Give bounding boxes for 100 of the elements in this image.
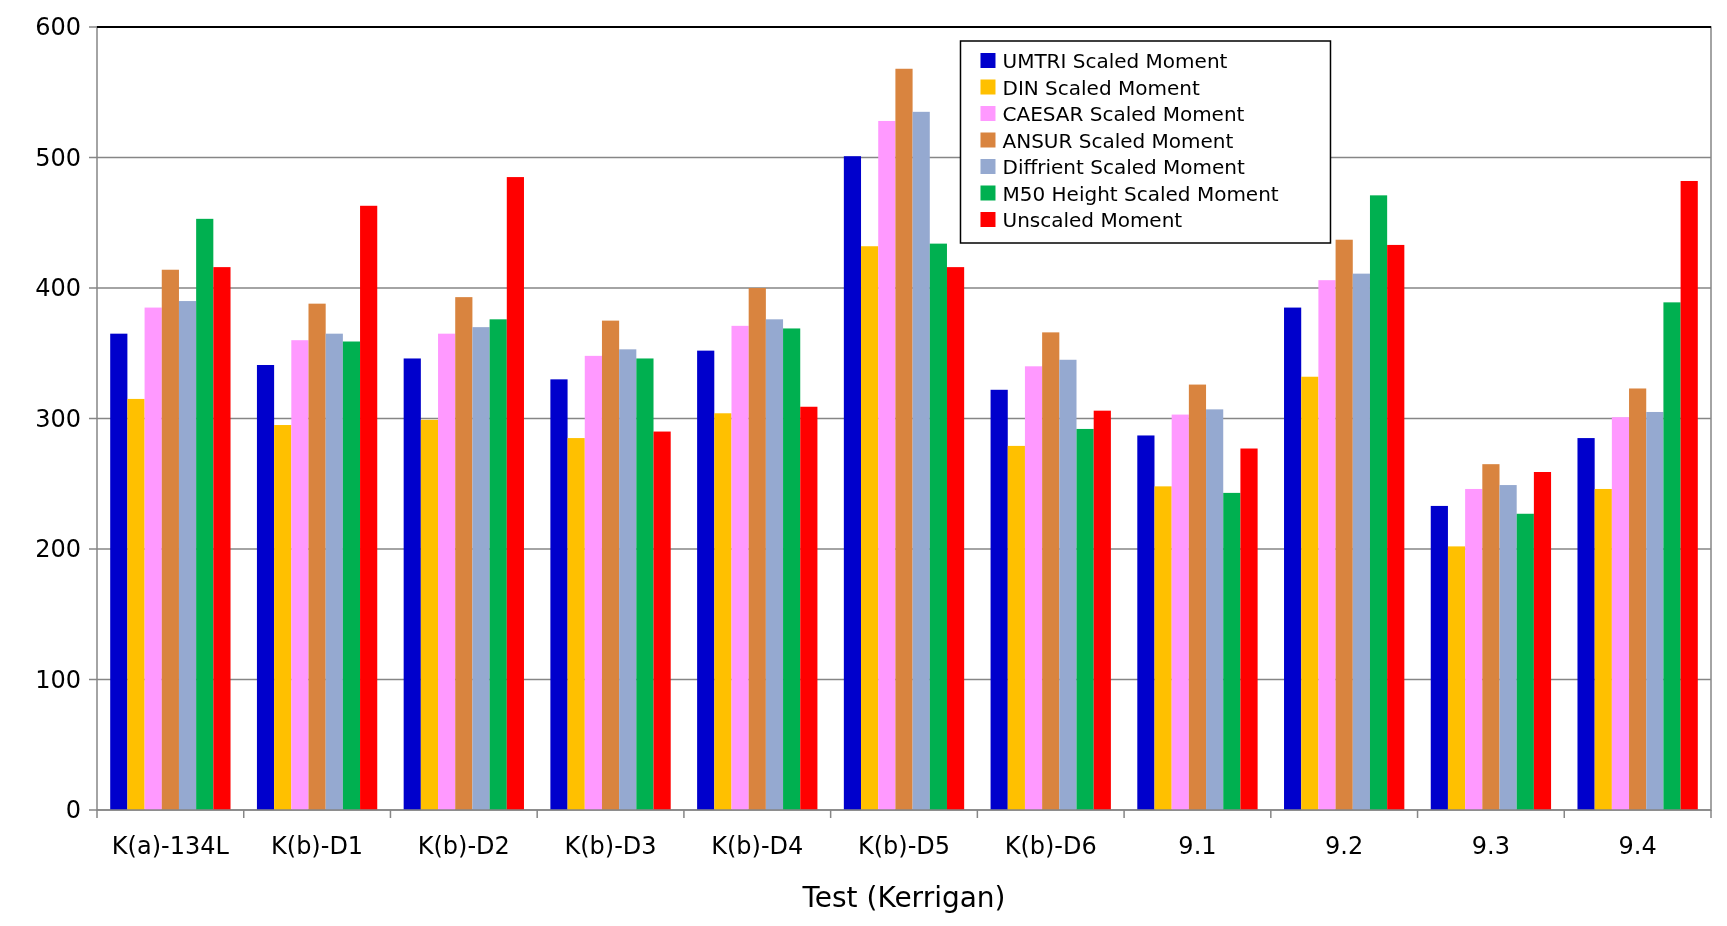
bar [1137,435,1155,810]
bar [601,320,620,810]
bar [489,319,507,810]
x-axis-title: Test (Kerrigan) [801,881,1006,914]
bar [697,350,715,810]
x-tick-label: 9.2 [1325,832,1364,860]
bar [800,406,818,810]
x-tick-label: K(b)-D3 [564,832,657,860]
bar [584,355,602,810]
bar [325,333,343,810]
legend-label: CAESAR Scaled Moment [1002,102,1245,126]
bar [1188,384,1207,810]
bar [1206,409,1224,810]
bar [110,333,128,810]
bar [403,358,421,810]
bar [731,325,749,810]
bar [1318,280,1336,810]
bar [274,425,292,810]
legend-label: DIN Scaled Moment [1002,75,1200,100]
bar [1223,492,1241,810]
bar [1024,366,1043,810]
y-tick-label: 600 [35,13,81,42]
bar [178,301,197,810]
y-tick-label: 500 [35,143,81,172]
y-tick-label: 0 [65,796,81,825]
bar [1076,428,1094,810]
x-tick-label: 9.4 [1618,832,1657,860]
bar [420,419,439,810]
bar [1240,448,1258,810]
bar [912,111,930,810]
bar [567,438,585,810]
x-tick-label: K(b)-D6 [1004,832,1097,860]
bar [1369,195,1388,810]
bar [1663,302,1681,810]
bar [653,431,671,810]
bar [1171,414,1189,810]
bar [1335,239,1353,810]
y-tick-label: 400 [35,274,81,303]
bar [1482,464,1500,810]
bar [455,297,473,810]
bar [946,267,965,810]
bar [878,120,896,810]
bar [308,303,326,810]
bar [929,243,947,810]
x-tick-label: 9.1 [1178,832,1217,860]
y-tick-label: 100 [35,665,81,694]
bar [1284,307,1302,810]
bar [1352,273,1370,810]
bar [1387,244,1405,810]
bar [291,340,309,810]
x-tick-label: K(a)-134L [111,832,230,860]
bar [783,328,801,810]
bar [438,333,456,810]
x-tick-label: K(b)-D5 [857,832,951,860]
bar [196,218,214,810]
y-tick-label: 300 [35,404,81,433]
y-tick-label: 200 [35,535,81,564]
bar [619,349,637,810]
bar [1042,332,1060,810]
bar [506,177,524,810]
bar [1007,445,1025,810]
bar [843,156,862,810]
bar [1611,417,1630,810]
bar [714,413,732,810]
legend-label: M50 Height Scaled Moment [1002,181,1279,206]
bar [990,389,1008,810]
bar [1059,359,1077,810]
bar [1154,486,1172,810]
bar [765,319,784,810]
bar [1301,376,1319,810]
x-tick-label: 9.3 [1471,832,1510,860]
bar [213,267,231,810]
bar [1093,410,1111,810]
bar [895,68,913,810]
bar [127,398,145,810]
bar [1680,180,1698,810]
x-tick-label: K(b)-D1 [271,832,364,860]
bar [1594,488,1612,810]
bar [1629,388,1647,810]
bar [144,307,162,810]
bar [1499,485,1517,810]
legend-label: Diffrient Scaled Moment [1002,155,1245,179]
bar [1533,472,1552,810]
bar [342,341,361,810]
bar [1447,546,1466,810]
bar [161,269,179,810]
bar [748,288,766,810]
bar [1646,411,1664,810]
legend-label: Unscaled Moment [1002,208,1183,232]
bar [1577,438,1595,810]
bar [472,327,490,810]
bar [1465,488,1483,810]
bar [636,358,654,810]
legend-label: UMTRI Scaled Moment [1002,49,1228,73]
bar [256,365,275,810]
x-tick-label: K(b)-D4 [711,832,804,860]
bar [1430,505,1448,810]
bar [550,379,568,810]
bar [360,205,378,810]
bar [1516,513,1534,810]
